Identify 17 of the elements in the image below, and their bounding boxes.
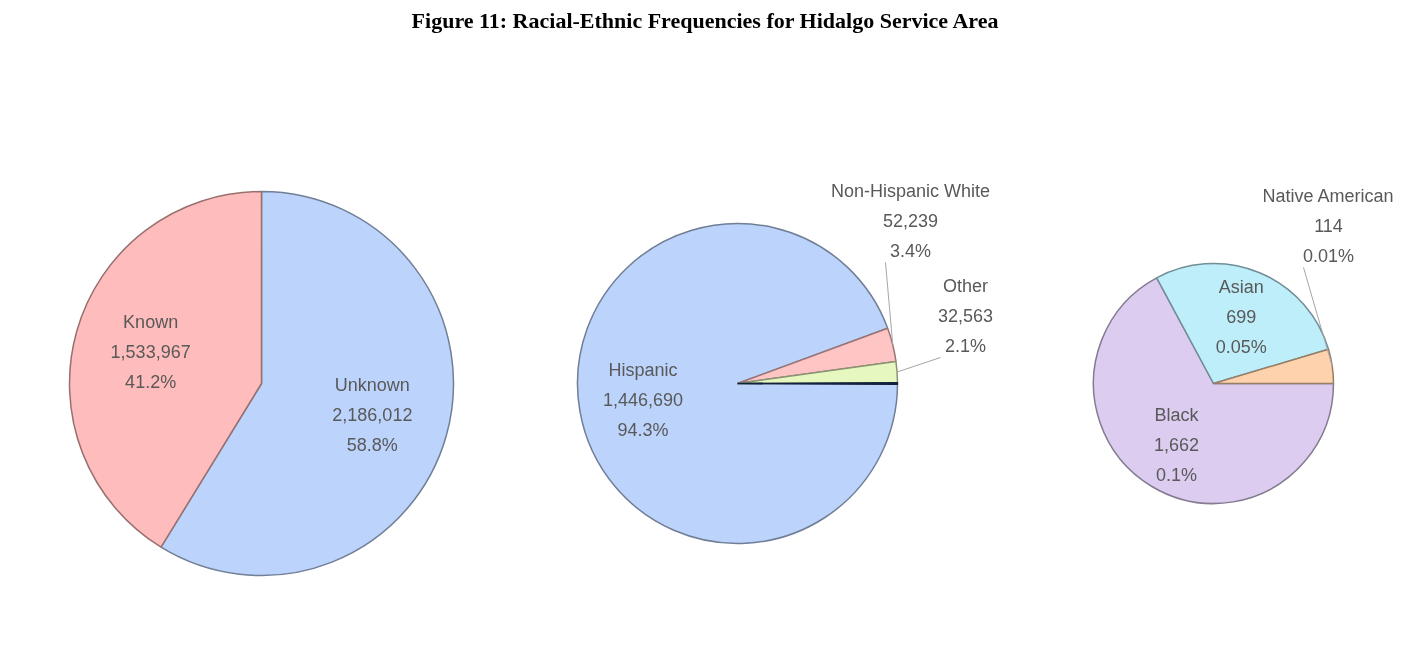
slice-label: Black xyxy=(1154,405,1200,426)
data-label: 114 0.01% xyxy=(1302,215,1355,266)
data-label: 1,533,967 41.2% xyxy=(110,342,191,393)
data-label: 1,446,690 94.3% xyxy=(602,390,683,441)
slice-label: Non-Hispanic White xyxy=(830,180,991,201)
slice-label: Native American xyxy=(1262,185,1394,206)
data-label: 1,662 0.1% xyxy=(1154,435,1200,486)
slice-label: Hispanic xyxy=(608,360,678,381)
data-label: 52,239 3.4% xyxy=(882,210,939,261)
slice-label: Known xyxy=(123,312,179,333)
slice-label: Asian xyxy=(1218,277,1264,298)
text: Figure 11: Racial-Ethnic Frequencies for Hidalgo Service Area xyxy=(411,7,999,35)
data-label: 32,563 2.1% xyxy=(937,305,994,356)
slice-label: Other xyxy=(942,275,989,296)
data-label: 699 0.05% xyxy=(1215,307,1267,358)
data-label: 2,186,012 58.8% xyxy=(332,404,413,455)
slice-label: Unknown xyxy=(334,374,410,395)
